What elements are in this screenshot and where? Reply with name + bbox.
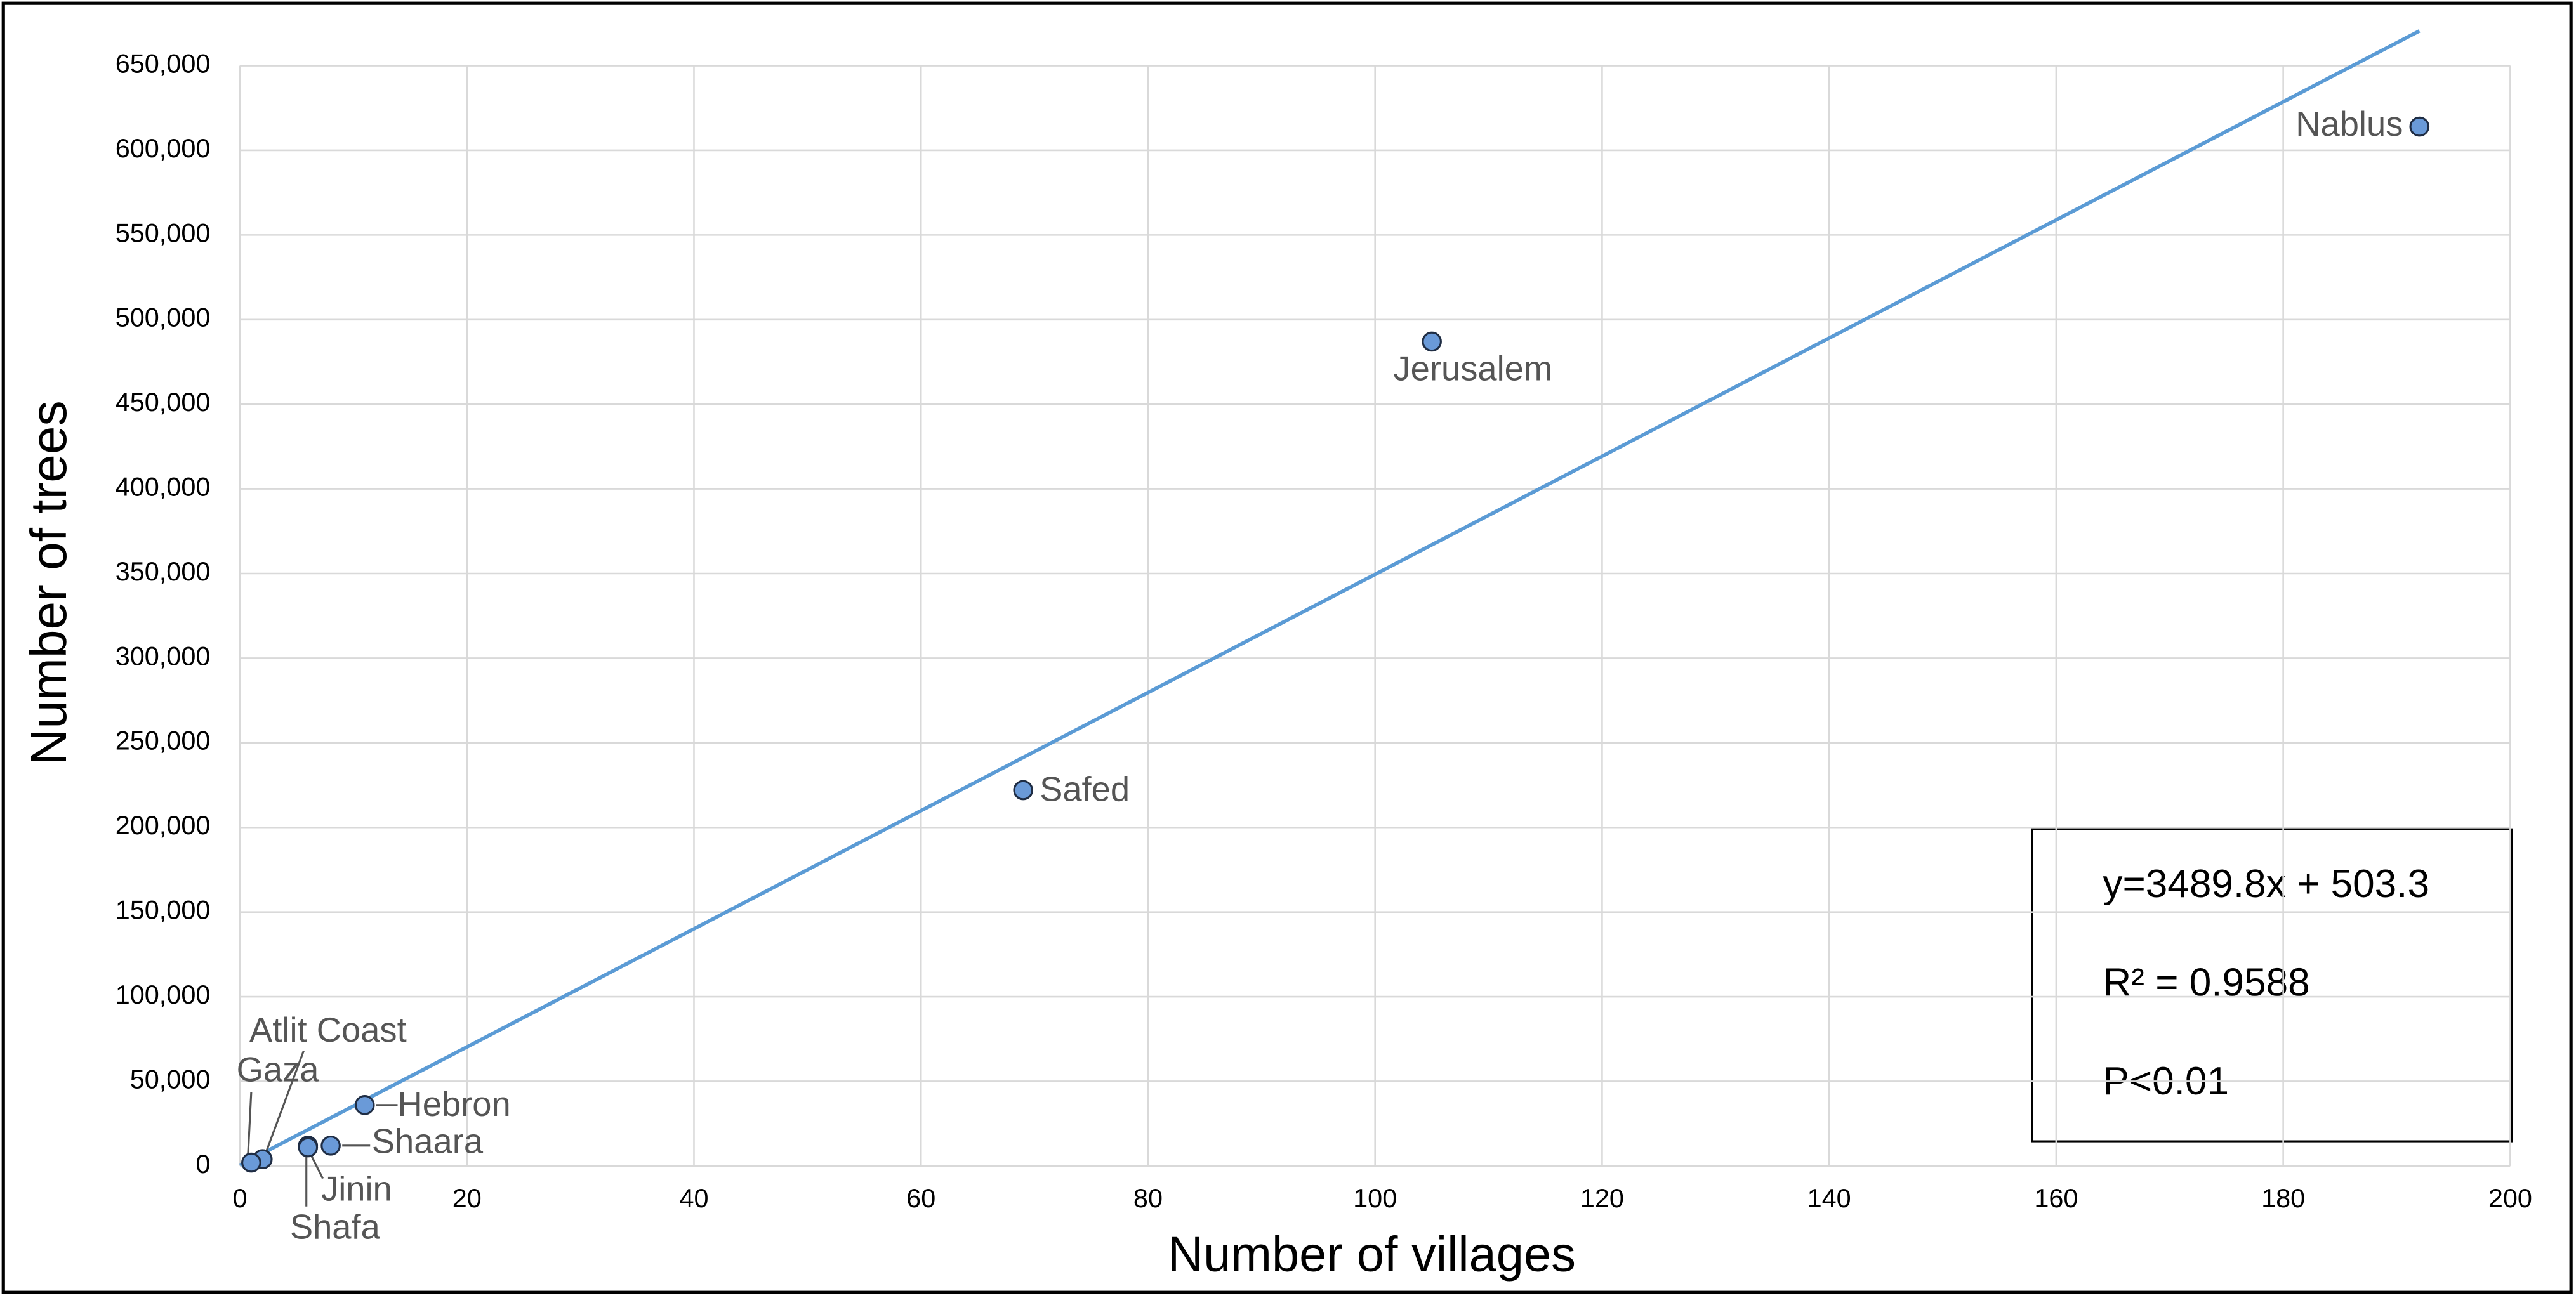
x-tick-label: 180 bbox=[2261, 1184, 2305, 1213]
x-tick-label: 140 bbox=[1807, 1184, 1851, 1213]
x-tick-label: 40 bbox=[679, 1184, 708, 1213]
y-tick-label: 350,000 bbox=[116, 557, 211, 586]
x-axis-title: Number of villages bbox=[1168, 1227, 1576, 1282]
y-tick-label: 250,000 bbox=[116, 726, 211, 756]
data-point bbox=[1013, 780, 1033, 801]
stats-box bbox=[2031, 828, 2513, 1143]
y-tick-label: 100,000 bbox=[116, 980, 211, 1009]
point-label: Jerusalem bbox=[1393, 349, 1552, 388]
point-label: Gaza bbox=[237, 1051, 320, 1089]
x-tick-label: 200 bbox=[2488, 1184, 2532, 1213]
y-tick-label: 50,000 bbox=[130, 1065, 211, 1094]
y-tick-label: 650,000 bbox=[116, 49, 211, 78]
y-tick-label: 300,000 bbox=[116, 641, 211, 671]
y-tick-label: 600,000 bbox=[116, 134, 211, 163]
point-label: Atlit Coast bbox=[249, 1011, 407, 1049]
x-tick-label: 0 bbox=[232, 1184, 247, 1213]
point-label: Shafa bbox=[290, 1207, 381, 1246]
data-point bbox=[2409, 116, 2430, 137]
x-tick-label: 120 bbox=[1580, 1184, 1624, 1213]
point-label: Hebron bbox=[398, 1085, 511, 1124]
data-point bbox=[241, 1152, 261, 1173]
y-tick-label: 150,000 bbox=[116, 896, 211, 925]
y-tick-label: 500,000 bbox=[116, 303, 211, 332]
data-point bbox=[1422, 331, 1442, 352]
y-tick-label: 400,000 bbox=[116, 473, 211, 502]
point-label: Nablus bbox=[2295, 105, 2403, 143]
y-axis-title: Number of trees bbox=[20, 400, 77, 765]
x-tick-label: 60 bbox=[906, 1184, 935, 1213]
data-point bbox=[320, 1136, 341, 1156]
point-label: Shaara bbox=[372, 1122, 484, 1161]
y-tick-label: 450,000 bbox=[116, 388, 211, 417]
x-tick-label: 160 bbox=[2034, 1184, 2078, 1213]
r-squared: R² = 0.9588 bbox=[2103, 961, 2309, 1005]
trend-equation: y=3489.8x + 503.3 bbox=[2103, 862, 2429, 906]
x-tick-label: 100 bbox=[1353, 1184, 1397, 1213]
y-tick-label: 550,000 bbox=[116, 218, 211, 247]
y-tick-label: 0 bbox=[195, 1150, 210, 1179]
point-label: Safed bbox=[1040, 770, 1130, 808]
label-leader bbox=[265, 1050, 305, 1153]
data-point bbox=[354, 1095, 375, 1115]
x-tick-label: 20 bbox=[452, 1184, 482, 1213]
label-leader bbox=[247, 1092, 253, 1157]
label-leader bbox=[310, 1155, 324, 1179]
point-label: Jinin bbox=[321, 1170, 392, 1209]
x-tick-label: 80 bbox=[1133, 1184, 1163, 1213]
y-tick-label: 200,000 bbox=[116, 811, 211, 840]
trendline bbox=[239, 29, 2421, 1167]
data-point bbox=[298, 1137, 319, 1158]
